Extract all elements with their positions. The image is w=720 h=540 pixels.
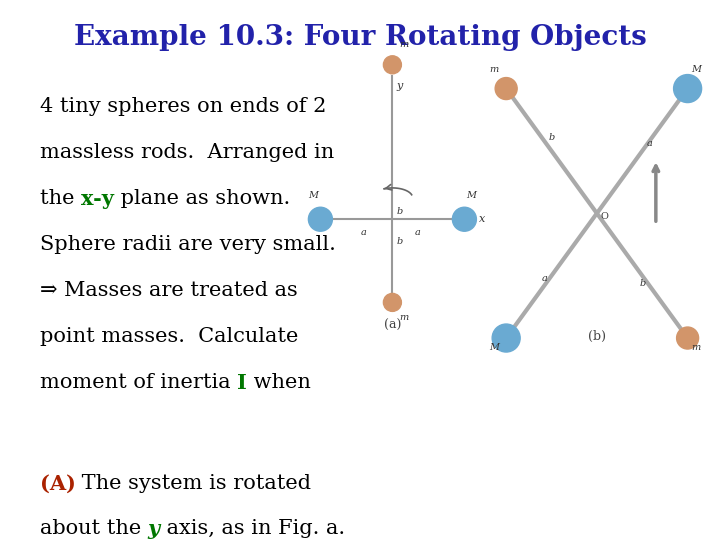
Text: 4 tiny spheres on ends of 2: 4 tiny spheres on ends of 2 <box>40 97 326 116</box>
Text: y: y <box>148 519 160 539</box>
Text: point masses.  Calculate: point masses. Calculate <box>40 327 298 346</box>
Ellipse shape <box>383 293 402 312</box>
Ellipse shape <box>492 324 520 352</box>
Text: The system is rotated: The system is rotated <box>76 474 312 492</box>
Text: moment of inertia: moment of inertia <box>40 373 237 392</box>
Text: x-y: x-y <box>81 189 114 209</box>
Text: I: I <box>237 373 247 393</box>
Text: a: a <box>647 139 652 147</box>
Text: m: m <box>400 39 409 49</box>
Text: M: M <box>691 65 701 75</box>
Ellipse shape <box>495 78 517 99</box>
Text: Sphere radii are very small.: Sphere radii are very small. <box>40 235 336 254</box>
Text: m: m <box>691 343 701 353</box>
Text: the: the <box>40 189 81 208</box>
Text: (a): (a) <box>384 319 401 333</box>
Ellipse shape <box>308 207 333 231</box>
Text: b: b <box>639 280 645 288</box>
Ellipse shape <box>383 56 402 74</box>
Text: O: O <box>600 212 608 221</box>
Text: about the: about the <box>40 519 148 538</box>
Text: y: y <box>396 81 402 91</box>
Text: (A): (A) <box>40 474 76 494</box>
Text: m: m <box>490 65 499 75</box>
Text: x: x <box>479 214 485 224</box>
Text: M: M <box>467 191 477 200</box>
Text: M: M <box>489 343 499 353</box>
Text: b: b <box>397 207 403 216</box>
Text: b: b <box>549 133 554 142</box>
Text: a: a <box>541 274 547 283</box>
Text: m: m <box>400 313 409 322</box>
Text: massless rods.  Arranged in: massless rods. Arranged in <box>40 143 334 162</box>
Ellipse shape <box>677 327 698 349</box>
Text: a: a <box>415 228 420 238</box>
Text: b: b <box>397 237 403 246</box>
Text: a: a <box>361 228 366 238</box>
Text: ⇒ Masses are treated as: ⇒ Masses are treated as <box>40 281 297 300</box>
Text: axis, as in Fig. a.: axis, as in Fig. a. <box>160 519 345 538</box>
Text: (b): (b) <box>588 330 606 343</box>
Text: Example 10.3: Four Rotating Objects: Example 10.3: Four Rotating Objects <box>73 24 647 51</box>
Text: when: when <box>247 373 310 392</box>
Text: M: M <box>308 191 318 200</box>
Text: plane as shown.: plane as shown. <box>114 189 290 208</box>
Ellipse shape <box>674 75 701 103</box>
Ellipse shape <box>452 207 477 231</box>
